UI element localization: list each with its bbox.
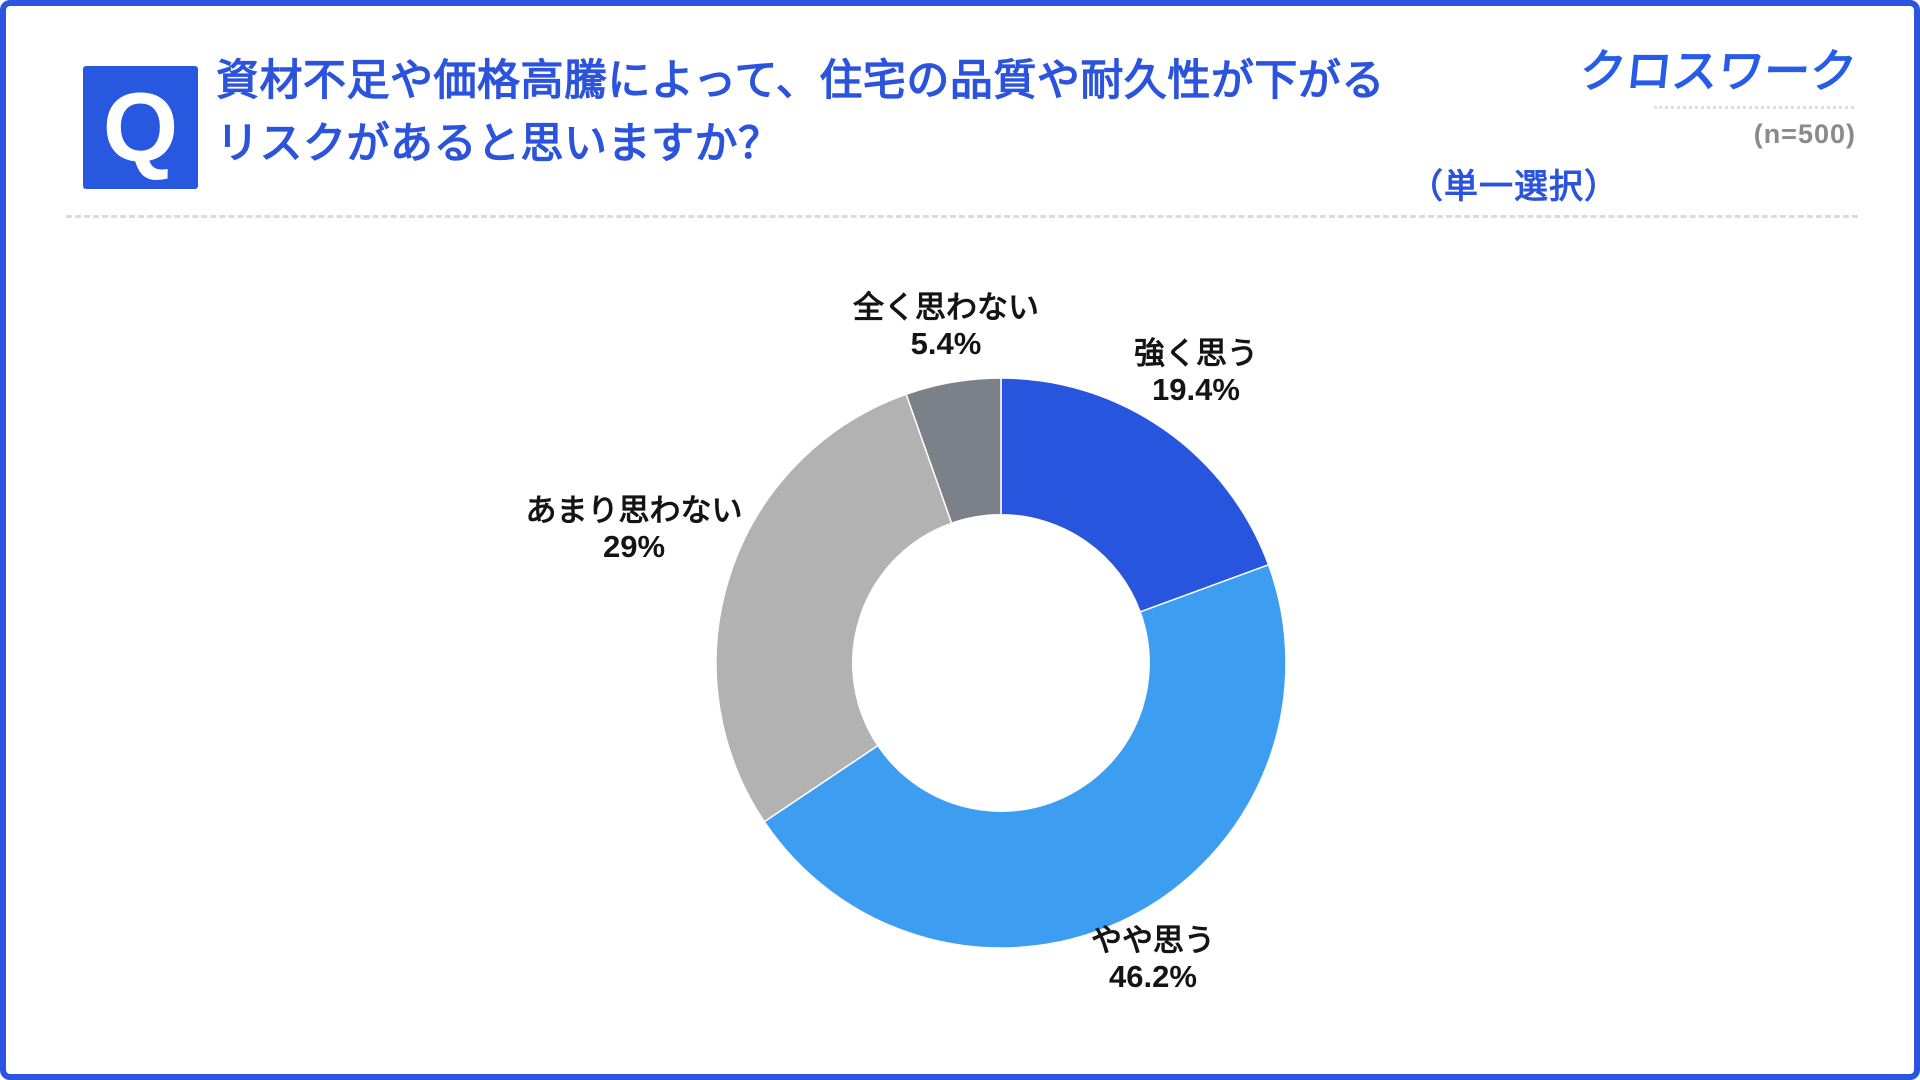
question-badge: Q (83, 66, 198, 189)
donut-slice (763, 563, 1287, 949)
slice-label-pct: 19.4% (1152, 372, 1240, 407)
donut-chart (715, 377, 1287, 949)
donut-slice (1000, 377, 1270, 613)
selection-type-note: （単一選択） (1409, 168, 1619, 206)
brand-block: クロスワーク (n=500) (1577, 45, 1859, 150)
question-title-line1: 資材不足や価格高騰によって、住宅の品質や耐久性が下がる (216, 57, 1385, 105)
question-title: 資材不足や価格高騰によって、住宅の品質や耐久性が下がる リスクがあると思いますか… (216, 50, 1396, 176)
brand-logo: クロスワーク (1577, 45, 1859, 97)
brand-tagline-decoration (1654, 105, 1854, 109)
slice-label-strongly-agree: 強く思う 19.4% (1134, 336, 1258, 408)
slice-label-somewhat-agree: やや思う 46.2% (1091, 923, 1215, 995)
slice-label-pct: 29% (602, 529, 666, 564)
slice-label-text: 全く思わない (853, 290, 1039, 325)
donut-slice (715, 393, 953, 823)
slice-label-pct: 46.2% (1109, 959, 1197, 994)
slice-label-not-really: あまり思わない 29% (526, 493, 743, 565)
question-badge-letter: Q (102, 73, 179, 182)
dashed-divider (66, 215, 1858, 218)
donut-slice (905, 377, 1002, 525)
sample-size: (n=500) (1753, 118, 1856, 149)
question-title-line2: リスクがあると思いますか？ (216, 120, 782, 168)
donut-chart-wrap (701, 363, 1301, 963)
slice-label-pct: 5.4% (910, 326, 982, 361)
slice-label-text: あまり思わない (525, 493, 743, 528)
slice-label-text: 強く思う (1134, 336, 1258, 371)
slice-label-not-at-all: 全く思わない 5.4% (853, 290, 1039, 362)
slice-label-text: やや思う (1091, 923, 1215, 958)
